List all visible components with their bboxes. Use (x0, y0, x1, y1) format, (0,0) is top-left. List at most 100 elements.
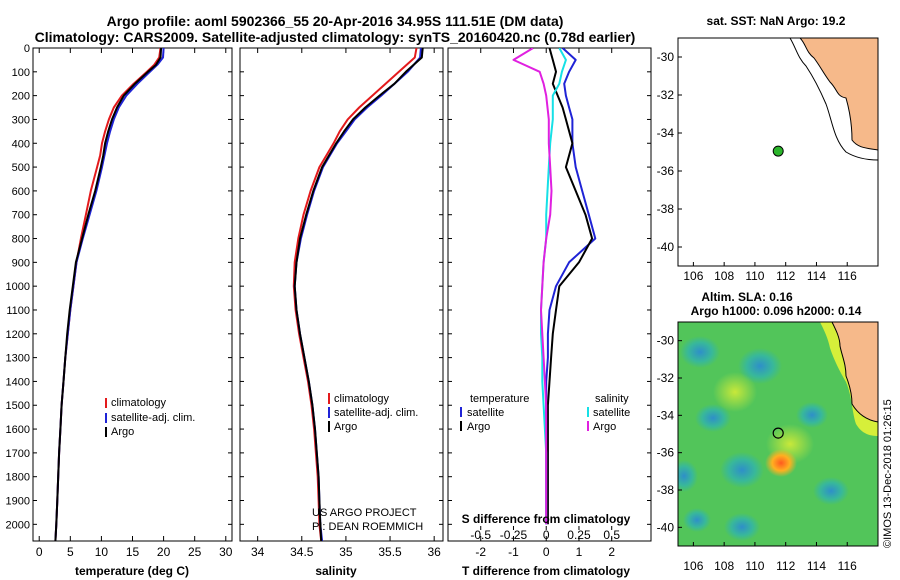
x-tick-label: 34 (251, 545, 265, 559)
salinity-difference-axis: -0.5 -0.25 0 0.25 0.5 (470, 526, 620, 542)
legend-temperature-argo: Argo (467, 421, 490, 433)
temperature-legend: climatology satellite-adj. clim. Argo (105, 397, 195, 438)
x-tick-label: 20 (157, 545, 171, 559)
depth-tick-label: 300 (12, 114, 30, 126)
difference-panel: -2 -1 0 1 2 T difference from climatology S … (447, 47, 652, 578)
sla-map-float-marker (772, 427, 784, 439)
sst-map-y-axis: -30 -32 -34 -36 -38 -40 (657, 50, 682, 254)
top-x-tick-label: 0.5 (603, 528, 620, 542)
top-x-tick-label: 0.25 (567, 528, 591, 542)
sla-map-frame (677, 321, 879, 547)
map-y-tick-label: -30 (657, 50, 675, 64)
difference-legend-temperature: temperature satellite Argo (460, 393, 529, 433)
sla-blob (724, 513, 760, 541)
depth-tick-label: 700 (12, 210, 30, 222)
legend-salinity-satellite: satellite (593, 407, 630, 419)
salinity-xlabel: salinity (315, 564, 357, 578)
legend-temperature-satellite: satellite (467, 407, 504, 419)
temperature-legend-climatology: climatology (111, 397, 167, 409)
depth-tick-label: 1600 (6, 424, 30, 436)
map-x-tick-label: 108 (714, 559, 734, 573)
depth-tick-label: 900 (12, 257, 30, 269)
sla-map-title-1: Altim. SLA: 0.16 (701, 290, 793, 304)
depth-tick-label: 1800 (6, 472, 30, 484)
credit-project: US ARGO PROJECT (312, 507, 417, 519)
salinity-legend-argo: Argo (334, 421, 357, 433)
x-tick-label: 36 (427, 545, 441, 559)
sla-map-land (831, 322, 878, 423)
x-tick-label: 5 (67, 545, 74, 559)
map-y-tick-label: -32 (657, 371, 675, 385)
sla-map-field (678, 322, 878, 546)
difference-x-axis: -2 -1 0 1 2 (475, 48, 615, 559)
temperature-frame (32, 47, 233, 542)
salinity-legend: climatology satellite-adj. clim. Argo (328, 393, 418, 433)
sla-map-y-axis: -30 -32 -34 -36 -38 -40 (657, 334, 682, 534)
salinity-frame (239, 47, 444, 542)
sst-map: sat. SST: NaN Argo: 19.2 106 108 110 112 114… (657, 14, 879, 283)
series-line-argo (293, 48, 424, 541)
title-line-1: Argo profile: aoml 5902366_55 20-Apr-201… (107, 13, 564, 29)
depth-tick-label: 1500 (6, 400, 30, 412)
map-y-tick-label: -40 (657, 520, 675, 534)
sst-map-title: sat. SST: NaN Argo: 19.2 (707, 14, 846, 28)
sla-map: Altim. SLA: 0.16 Argo h1000: 0.096 h2000… (657, 290, 879, 573)
temperature-xlabel: temperature (deg C) (75, 564, 189, 578)
map-x-tick-label: 116 (838, 559, 857, 573)
sla-blob (680, 336, 720, 368)
map-y-tick-label: -36 (657, 446, 675, 460)
x-tick-label: -2 (475, 545, 486, 559)
temperature-legend-argo: Argo (111, 426, 134, 438)
salinity-x-axis: 34 34.5 35 35.5 36 (251, 48, 441, 559)
difference-xlabel: T difference from climatology (462, 564, 630, 578)
map-y-tick-label: -32 (657, 88, 675, 102)
salinity-legend-climatology: climatology (334, 393, 390, 405)
depth-tick-label: 600 (12, 186, 30, 198)
sla-blob (683, 508, 711, 532)
series-line-temperature-argo (546, 48, 594, 525)
map-y-tick-label: -36 (657, 164, 675, 178)
x-tick-label: 1 (576, 545, 583, 559)
temperature-legend-satellite: satellite-adj. clim. (111, 412, 195, 424)
top-x-tick-label: 0 (543, 528, 550, 542)
map-y-tick-label: -34 (657, 408, 675, 422)
depth-tick-label: 200 (12, 91, 30, 103)
imos-stamp: ©IMOS 13-Dec-2018 01:26:15 (882, 399, 894, 548)
sst-map-land (789, 38, 878, 161)
sla-blob (796, 402, 828, 428)
map-y-tick-label: -38 (657, 483, 675, 497)
difference-lines (512, 48, 597, 525)
sst-map-x-axis: 106 108 110 112 114 116 (683, 262, 857, 283)
map-x-tick-label: 110 (745, 559, 764, 573)
sla-map-x-axis: 106 108 110 112 114 116 (683, 542, 857, 573)
temperature-lines (54, 48, 165, 541)
depth-tick-label: 1100 (6, 305, 30, 317)
map-x-tick-label: 108 (714, 269, 734, 283)
temperature-x-axis: 0 5 10 15 20 25 30 (36, 48, 233, 559)
x-tick-label: 34.5 (290, 545, 314, 559)
map-x-tick-label: 110 (745, 269, 764, 283)
map-x-tick-label: 112 (776, 559, 795, 573)
depth-tick-label: 500 (12, 162, 30, 174)
depth-tick-label: 1300 (6, 353, 30, 365)
legend-salinity-argo: Argo (593, 421, 616, 433)
x-tick-label: 35.5 (378, 545, 402, 559)
sla-blob (695, 404, 731, 432)
x-tick-label: 25 (188, 545, 202, 559)
map-x-tick-label: 114 (807, 559, 826, 573)
x-tick-label: -1 (508, 545, 519, 559)
salinity-y-ticks (240, 47, 443, 525)
map-x-tick-label: 106 (683, 559, 703, 573)
credit-pi: PI: DEAN ROEMMICH (312, 521, 423, 533)
difference-legend-salinity: salinity satellite Argo (587, 393, 630, 433)
map-x-tick-label: 116 (838, 269, 857, 283)
difference-y-ticks (448, 47, 651, 525)
x-tick-label: 2 (608, 545, 615, 559)
top-x-tick-label: -0.5 (470, 528, 491, 542)
sla-blob (720, 452, 764, 488)
legend-temperature-heading: temperature (470, 393, 529, 405)
x-tick-label: 30 (219, 545, 233, 559)
depth-tick-label: 0 (24, 43, 30, 55)
